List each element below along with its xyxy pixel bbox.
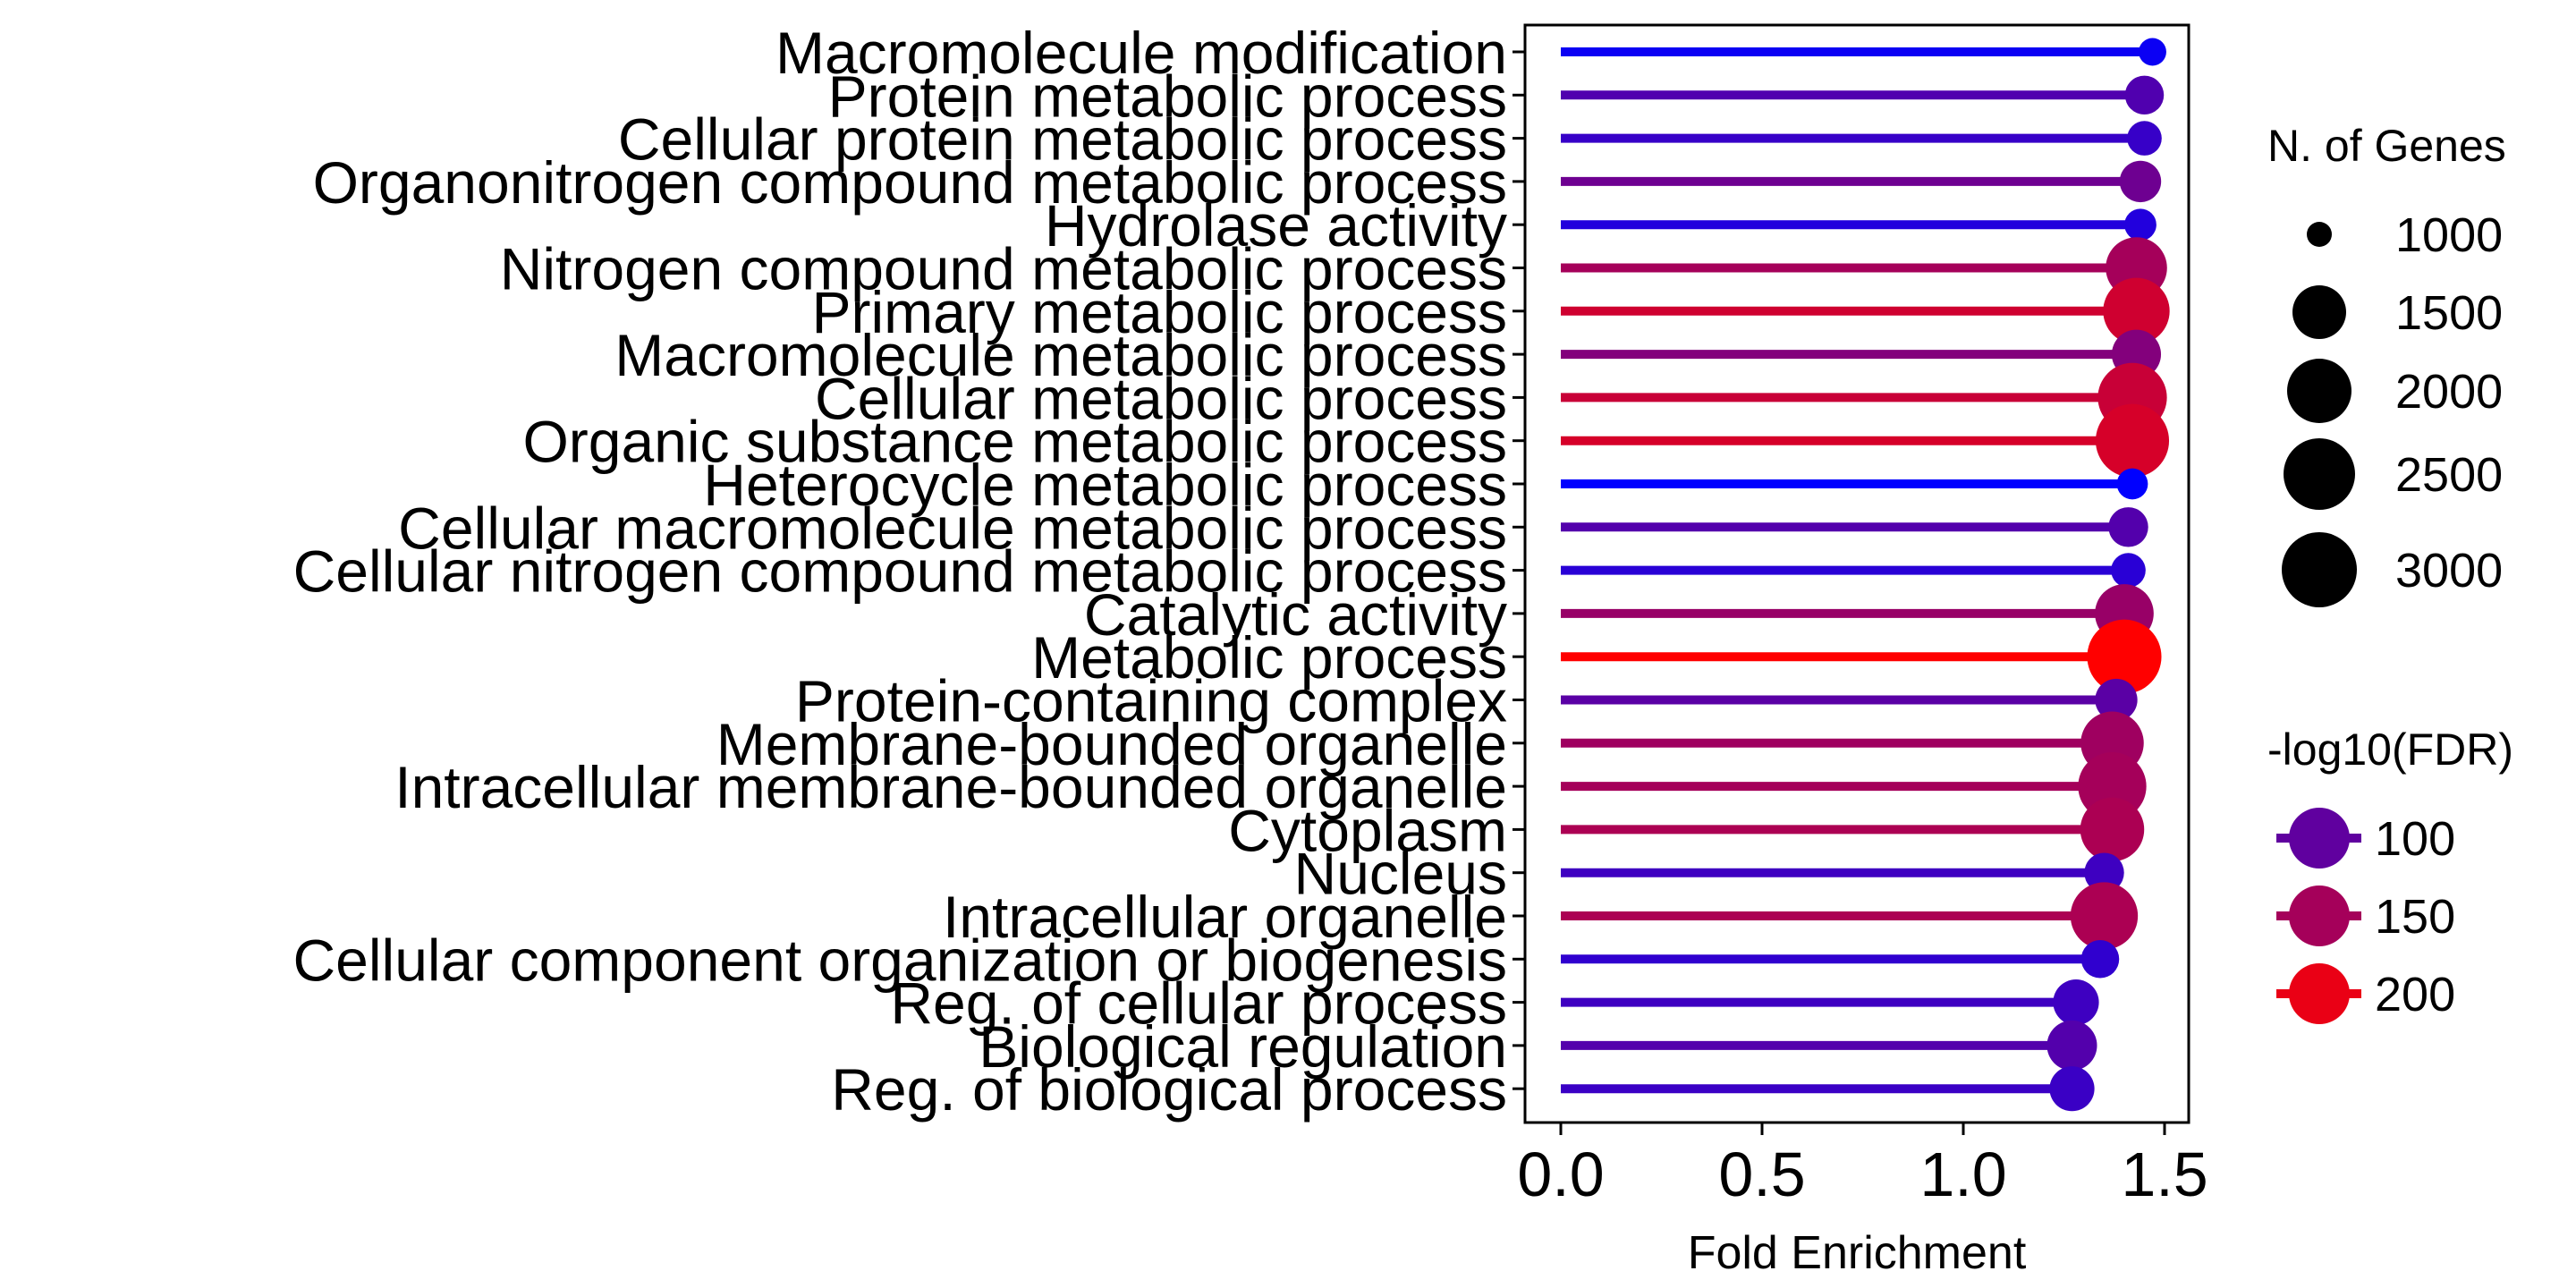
size-legend-label: 1000 [2395,208,2503,262]
category-label: Metabolic process [1031,624,1507,691]
category-label: Hydrolase activity [1045,192,1507,258]
category-label: Catalytic activity [1084,581,1507,648]
x-tick-label: 0.5 [1718,1140,1805,1209]
category-label: Intracellular membrane-bounded organelle [394,754,1507,820]
lollipop-dot [2124,208,2157,242]
size-legend-label: 2000 [2395,365,2503,419]
category-label: Cellular metabolic process [815,365,1507,431]
category-label: Reg. of cellular process [890,970,1507,1037]
x-axis-ticks: 0.0 0.5 1.0 1.5 [1517,1123,2208,1209]
color-legend: -log10(FDR) 100 150 200 [2267,724,2513,1024]
size-legend: N. of Genes 1000 1500 2000 2500 3000 [2267,121,2506,607]
x-tick-label: 1.5 [2121,1140,2207,1209]
lollipop-dot [2095,403,2170,478]
lollipop-stems [1561,47,2153,1094]
size-legend-label: 1500 [2395,286,2503,340]
category-label: Cellular macromolecule metabolic process [398,495,1507,561]
color-legend-key [2289,886,2350,946]
category-label: Biological regulation [979,1013,1507,1080]
category-label: Membrane-bounded organelle [716,711,1507,777]
color-legend-title: -log10(FDR) [2267,724,2513,775]
category-label: Intracellular organelle [943,884,1507,950]
lollipop-dots [2046,38,2170,1112]
category-label: Macromolecule modification [775,20,1507,86]
lollipop-dot [2070,882,2139,950]
lollipop-dot [2119,160,2162,203]
lollipop-dot [2049,1066,2095,1112]
category-label: Reg. of biological process [831,1056,1507,1123]
category-label: Cellular nitrogen compound metabolic pro… [293,538,1507,605]
color-legend-label: 100 [2375,812,2455,866]
lollipop-dot [2053,979,2099,1026]
category-label: Heterocycle metabolic process [703,452,1507,518]
lollipop-dot [2116,468,2148,500]
category-label: Organic substance metabolic process [522,409,1507,475]
category-label: Protein-containing complex [795,668,1507,734]
category-label: Macromolecule metabolic process [614,322,1507,388]
lollipop-dot [2111,553,2146,588]
category-label: Nitrogen compound metabolic process [500,236,1507,302]
plot-panel-border [1523,23,2190,1124]
x-tick-label: 1.0 [1919,1140,2006,1209]
x-tick-label: 0.0 [1517,1140,1604,1209]
lollipop-dot [2139,38,2166,66]
size-legend-label: 2500 [2395,448,2503,502]
lollipop-dot [2127,121,2162,156]
category-label: Nucleus [1294,841,1507,907]
color-legend-key [2289,808,2350,869]
lollipop-dot [2095,678,2138,722]
lollipop-dot [2108,507,2148,547]
y-axis-ticks [1513,50,1525,1090]
size-legend-title: N. of Genes [2267,121,2506,171]
category-label: Protein metabolic process [828,63,1507,129]
lollipop-dot [2080,797,2145,862]
category-label: Cytoplasm [1228,797,1507,863]
color-legend-label: 150 [2375,890,2455,944]
color-legend-label: 200 [2375,968,2455,1021]
lollipop-dot [2103,277,2170,344]
lollipop-dot [2084,852,2124,893]
lollipop-dot [2124,75,2165,115]
size-legend-key [2307,222,2332,247]
lollipop-dot [2046,1020,2097,1071]
color-legend-key [2289,963,2350,1024]
category-label: Organonitrogen compound metabolic proces… [313,149,1507,216]
lollipop-dot [2087,619,2162,694]
lollipop-dot [2080,940,2120,979]
size-legend-key [2292,285,2346,339]
category-label: Cellular component organization or bioge… [293,927,1507,993]
category-label: Cellular protein metabolic process [618,106,1507,173]
size-legend-key [2284,438,2355,510]
x-axis-title: Fold Enrichment [1688,1227,2027,1279]
category-label: Primary metabolic process [811,279,1507,345]
size-legend-label: 3000 [2395,544,2503,597]
size-legend-key [2282,532,2357,607]
size-legend-key [2287,359,2351,423]
